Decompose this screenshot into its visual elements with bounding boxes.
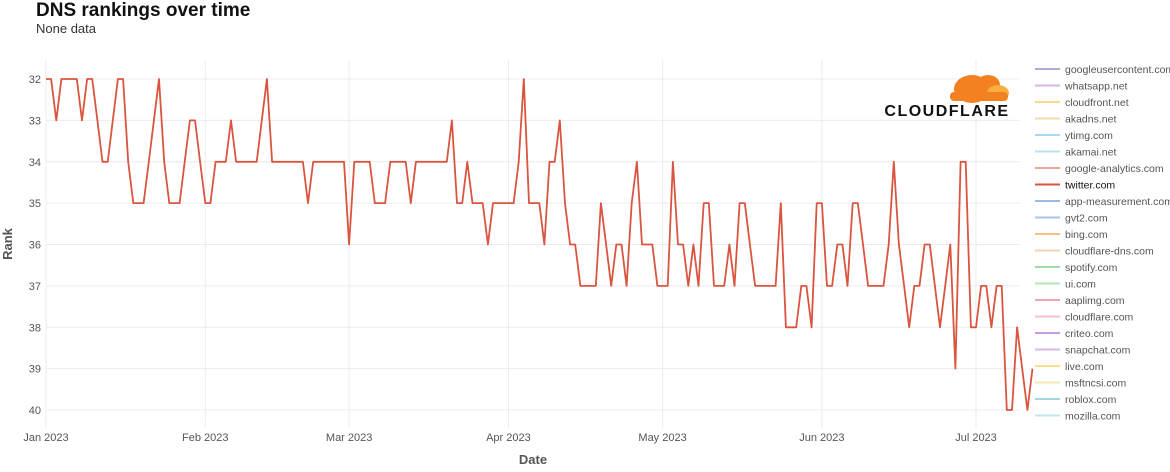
y-tick-label: 33 (29, 115, 41, 127)
legend-item[interactable]: cloudflare.com (1035, 312, 1134, 324)
legend-label: roblox.com (1065, 394, 1117, 406)
y-axis: 32 33 34 35 36 37 38 39 40 (29, 74, 41, 417)
y-tick-label: 35 (29, 198, 41, 210)
legend-item[interactable]: google-analytics.com (1035, 163, 1164, 175)
legend-item[interactable]: akamai.net (1035, 147, 1116, 159)
legend-item[interactable]: ui.com (1035, 279, 1096, 291)
legend-item[interactable]: gvt2.com (1035, 213, 1108, 225)
legend: googleusercontent.com whatsapp.net cloudfr… (1035, 64, 1170, 423)
legend-item[interactable]: ytimg.com (1035, 130, 1113, 142)
legend-label: gvt2.com (1065, 213, 1108, 225)
legend-label: ui.com (1065, 279, 1096, 291)
y-tick-label: 37 (29, 281, 41, 293)
x-tick-label: Jun 2023 (799, 432, 844, 444)
y-axis-label: Rank (0, 227, 15, 260)
cloud-shape (950, 92, 1008, 101)
y-tick-label: 38 (29, 322, 41, 334)
chart-title: DNS rankings over time (36, 0, 251, 21)
legend-item[interactable]: roblox.com (1035, 394, 1117, 406)
legend-item[interactable]: spotify.com (1035, 262, 1118, 274)
x-tick-label: Jan 2023 (23, 432, 68, 444)
chart-subtitle: None data (36, 21, 96, 36)
legend-item[interactable]: criteo.com (1035, 328, 1114, 340)
legend-label: criteo.com (1065, 328, 1114, 340)
x-tick-label: May 2023 (638, 432, 686, 444)
legend-label: aaplimg.com (1065, 295, 1125, 307)
legend-label: google-analytics.com (1065, 163, 1164, 175)
legend-item[interactable]: twitter.com (1035, 180, 1115, 192)
legend-item[interactable]: live.com (1035, 361, 1104, 373)
legend-label: akamai.net (1065, 147, 1116, 159)
legend-label: ytimg.com (1065, 130, 1113, 142)
legend-item[interactable]: googleusercontent.com (1035, 64, 1170, 76)
legend-label: live.com (1065, 361, 1104, 373)
series-layer (46, 78, 1034, 411)
legend-item[interactable]: msftncsi.com (1035, 378, 1127, 390)
y-tick-label: 34 (29, 157, 41, 169)
x-tick-label: Feb 2023 (182, 432, 228, 444)
legend-label: spotify.com (1065, 262, 1118, 274)
legend-item[interactable]: akadns.net (1035, 114, 1116, 126)
legend-label: app-measurement.com (1065, 196, 1170, 208)
legend-label: whatsapp.net (1064, 81, 1128, 93)
x-tick-label: Jul 2023 (955, 432, 997, 444)
cloudflare-logo: CLOUDFLARE (884, 75, 1009, 120)
y-tick-label: 39 (29, 364, 41, 376)
legend-label: msftncsi.com (1065, 378, 1127, 390)
legend-item[interactable]: cloudflare-dns.com (1035, 246, 1154, 258)
series-line-twitter-com (46, 78, 1034, 411)
legend-item[interactable]: snapchat.com (1035, 345, 1131, 357)
legend-item[interactable]: aaplimg.com (1035, 295, 1125, 307)
y-tick-label: 32 (29, 74, 41, 86)
x-tick-label: Apr 2023 (486, 432, 531, 444)
legend-label: snapchat.com (1065, 345, 1131, 357)
x-axis-label: Date (519, 452, 547, 467)
legend-item[interactable]: app-measurement.com (1035, 196, 1170, 208)
legend-label: mozilla.com (1065, 411, 1121, 423)
legend-item[interactable]: whatsapp.net (1035, 81, 1128, 93)
y-tick-label: 36 (29, 240, 41, 252)
legend-label: akadns.net (1065, 114, 1116, 126)
x-axis: Jan 2023 Feb 2023 Mar 2023 Apr 2023 May 2023… (23, 432, 996, 444)
x-tick-label: Mar 2023 (326, 432, 372, 444)
y-tick-label: 40 (29, 405, 41, 417)
legend-label: cloudflare-dns.com (1065, 246, 1154, 258)
legend-label: googleusercontent.com (1065, 64, 1170, 76)
legend-label: twitter.com (1065, 180, 1115, 192)
legend-item[interactable]: bing.com (1035, 229, 1108, 241)
legend-item[interactable]: cloudfront.net (1035, 97, 1129, 109)
legend-label: bing.com (1065, 229, 1108, 241)
legend-label: cloudflare.com (1065, 312, 1134, 324)
legend-label: cloudfront.net (1065, 97, 1129, 109)
legend-item[interactable]: mozilla.com (1035, 411, 1121, 423)
logo-text: CLOUDFLARE (884, 103, 1009, 120)
chart-grid (45, 60, 1020, 428)
